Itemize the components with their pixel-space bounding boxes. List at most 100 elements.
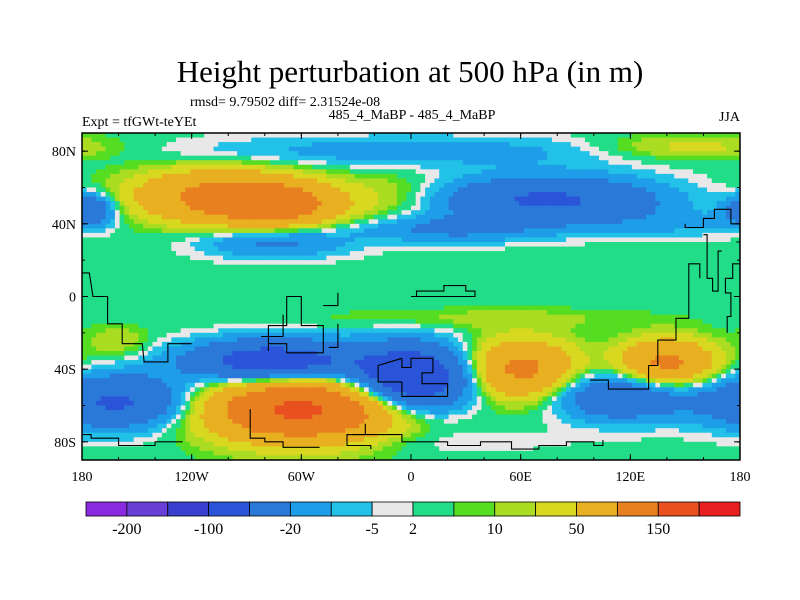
field-cell [317, 142, 323, 148]
field-cell [481, 260, 487, 266]
field-cell [716, 192, 722, 198]
field-cell [458, 287, 464, 293]
field-cell [340, 223, 346, 229]
field-cell [505, 269, 511, 275]
field-cell [138, 219, 144, 225]
field-cell [711, 137, 718, 143]
field-cell [82, 269, 88, 275]
field-cell [373, 223, 379, 229]
field-cell [735, 264, 740, 270]
field-cell [434, 201, 440, 207]
field-cell [693, 160, 699, 166]
field-cell [688, 160, 694, 166]
field-cell [284, 223, 290, 229]
field-cell [396, 237, 403, 243]
field-cell [716, 133, 722, 139]
field-cell [420, 160, 426, 166]
field-cell [246, 260, 252, 266]
field-cell [425, 242, 431, 248]
field-cell [664, 142, 671, 148]
field-cell [505, 164, 511, 170]
field-cell [523, 160, 530, 166]
field-cell [401, 214, 407, 220]
field-cell [462, 182, 468, 189]
field-cell [378, 260, 384, 266]
field-cell [387, 151, 393, 157]
field-cell [547, 178, 553, 184]
field-cell [223, 255, 229, 261]
field-cell [119, 173, 125, 180]
field-cell [293, 282, 299, 289]
field-cell [293, 219, 299, 225]
field-cell [443, 210, 450, 216]
field-cell [439, 192, 445, 198]
field-cell [547, 169, 553, 175]
field-cell [171, 210, 177, 216]
field-cell [641, 133, 647, 139]
field-cell [458, 260, 464, 266]
field-cell [622, 232, 628, 239]
field-cell [110, 223, 116, 229]
field-cell [270, 178, 276, 184]
field-cell [227, 246, 233, 252]
field-cell [114, 260, 121, 266]
field-cell [335, 264, 342, 270]
field-cell [364, 282, 370, 289]
field-cell [472, 155, 478, 161]
field-cell [265, 146, 271, 152]
field-cell [392, 219, 398, 225]
field-cell [646, 251, 652, 257]
field-cell [688, 228, 694, 234]
field-cell [180, 178, 186, 184]
field-cell [138, 192, 144, 198]
field-cell [124, 151, 130, 157]
field-cell [100, 160, 107, 166]
field-cell [265, 251, 271, 257]
field-cell [608, 219, 614, 225]
field-cell [340, 155, 346, 161]
field-cell [669, 133, 675, 139]
field-cell [255, 269, 262, 275]
field-cell [129, 169, 135, 175]
field-cell [725, 269, 732, 275]
field-cell [349, 137, 356, 143]
field-cell [523, 196, 530, 202]
field-cell [180, 255, 186, 261]
field-cell [500, 273, 506, 279]
field-cell [401, 255, 407, 261]
field-cell [462, 219, 468, 225]
field-cell [528, 155, 534, 161]
field-cell [157, 164, 163, 170]
field-cell [429, 237, 436, 243]
field-cell [157, 278, 163, 284]
field-cell [288, 269, 295, 275]
field-cell [241, 278, 248, 284]
field-cell [453, 251, 459, 257]
field-cell [218, 137, 224, 143]
field-cell [547, 287, 553, 293]
field-cell [453, 182, 459, 189]
field-cell [707, 133, 713, 139]
field-cell [425, 205, 431, 211]
field-cell [82, 210, 88, 216]
field-cell [589, 223, 595, 229]
field-cell [575, 237, 581, 243]
field-cell [401, 251, 407, 257]
field-cell [552, 264, 558, 270]
field-cell [599, 155, 605, 161]
field-cell [114, 246, 121, 252]
field-cell [345, 255, 351, 261]
field-cell [265, 192, 271, 198]
field-cell [213, 137, 219, 143]
field-cell [716, 173, 722, 180]
field-cell [599, 192, 605, 198]
field-cell [312, 273, 318, 279]
field-cell [650, 246, 656, 252]
field-cell [317, 246, 323, 252]
field-cell [411, 187, 417, 193]
field-cell [307, 282, 313, 289]
field-cell [255, 182, 262, 189]
field-cell [523, 164, 530, 170]
field-cell [176, 192, 182, 198]
field-cell [326, 260, 332, 266]
